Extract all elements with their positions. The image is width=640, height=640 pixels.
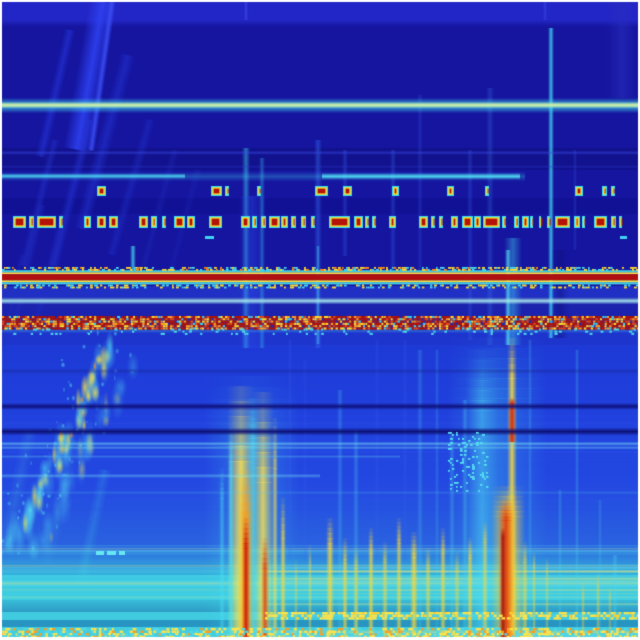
spectrogram-heatmap-canvas (0, 0, 640, 640)
spectrogram-view (0, 0, 640, 640)
